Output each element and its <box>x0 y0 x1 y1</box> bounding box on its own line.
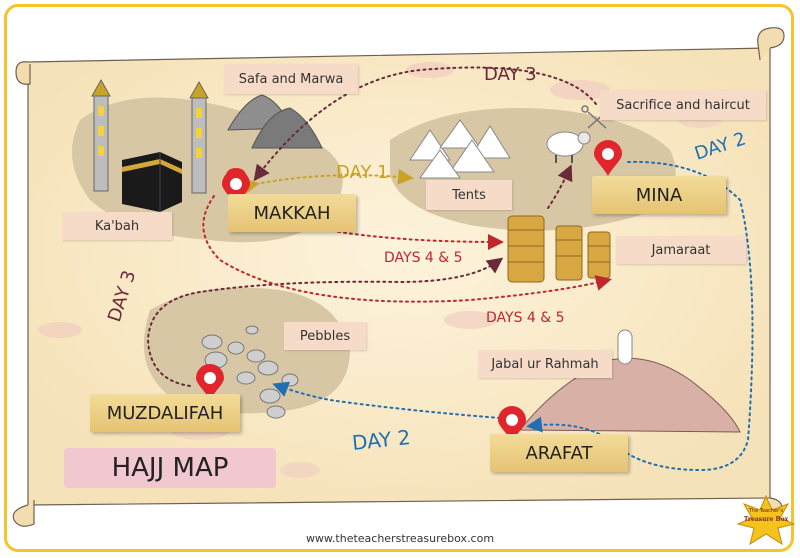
day3-top-label: DAY 3 <box>484 64 537 85</box>
arafat-label: ARAFAT <box>490 434 628 472</box>
sacrifice-and-haircut-label: Sacrifice and haircut <box>600 90 766 120</box>
mina-label: MINA <box>592 176 726 214</box>
treasure-box-logo: The Teacher's Treasure Box <box>736 494 796 546</box>
muzdalifah-pin <box>195 363 224 400</box>
minaret-right <box>189 80 209 194</box>
website-link[interactable]: www.theteacherstreasurebox.com <box>305 532 495 545</box>
tents-label: Tents <box>426 180 512 210</box>
makkah-pin <box>222 168 250 206</box>
safa-marwa-hills <box>227 94 323 149</box>
mina-pin <box>594 140 622 176</box>
logo-line1: The Teacher's <box>748 508 784 514</box>
kabah-label: Ka'bah <box>62 212 172 240</box>
tents-icon <box>409 119 511 179</box>
days45-upper-label: DAYS 4 & 5 <box>384 250 463 266</box>
safa-and-marwa-label: Safa and Marwa <box>224 64 358 94</box>
days45-lower-label: DAYS 4 & 5 <box>486 310 565 326</box>
pebbles-label: Pebbles <box>284 322 366 350</box>
jabal-ur-rahmah-label: Jabal ur Rahmah <box>478 350 612 378</box>
jamaraat-pillars <box>507 215 611 283</box>
page-border <box>4 4 794 552</box>
jabal-ur-rahmah-mountain <box>518 329 741 433</box>
kaabah-icon <box>122 152 182 212</box>
logo-line2: Treasure Box <box>743 516 789 523</box>
muzdalifah-label: MUZDALIFAH <box>90 394 240 432</box>
arafat-pin <box>498 406 526 442</box>
sheep-icon <box>546 131 591 163</box>
day1-label: DAY 1 <box>336 162 389 183</box>
makkah-label: MAKKAH <box>228 194 356 232</box>
map-title: HAJJ MAP <box>64 448 276 488</box>
minaret-left <box>91 78 111 192</box>
jamaraat-label: Jamaraat <box>616 236 746 264</box>
star-burst-icon <box>736 494 796 546</box>
